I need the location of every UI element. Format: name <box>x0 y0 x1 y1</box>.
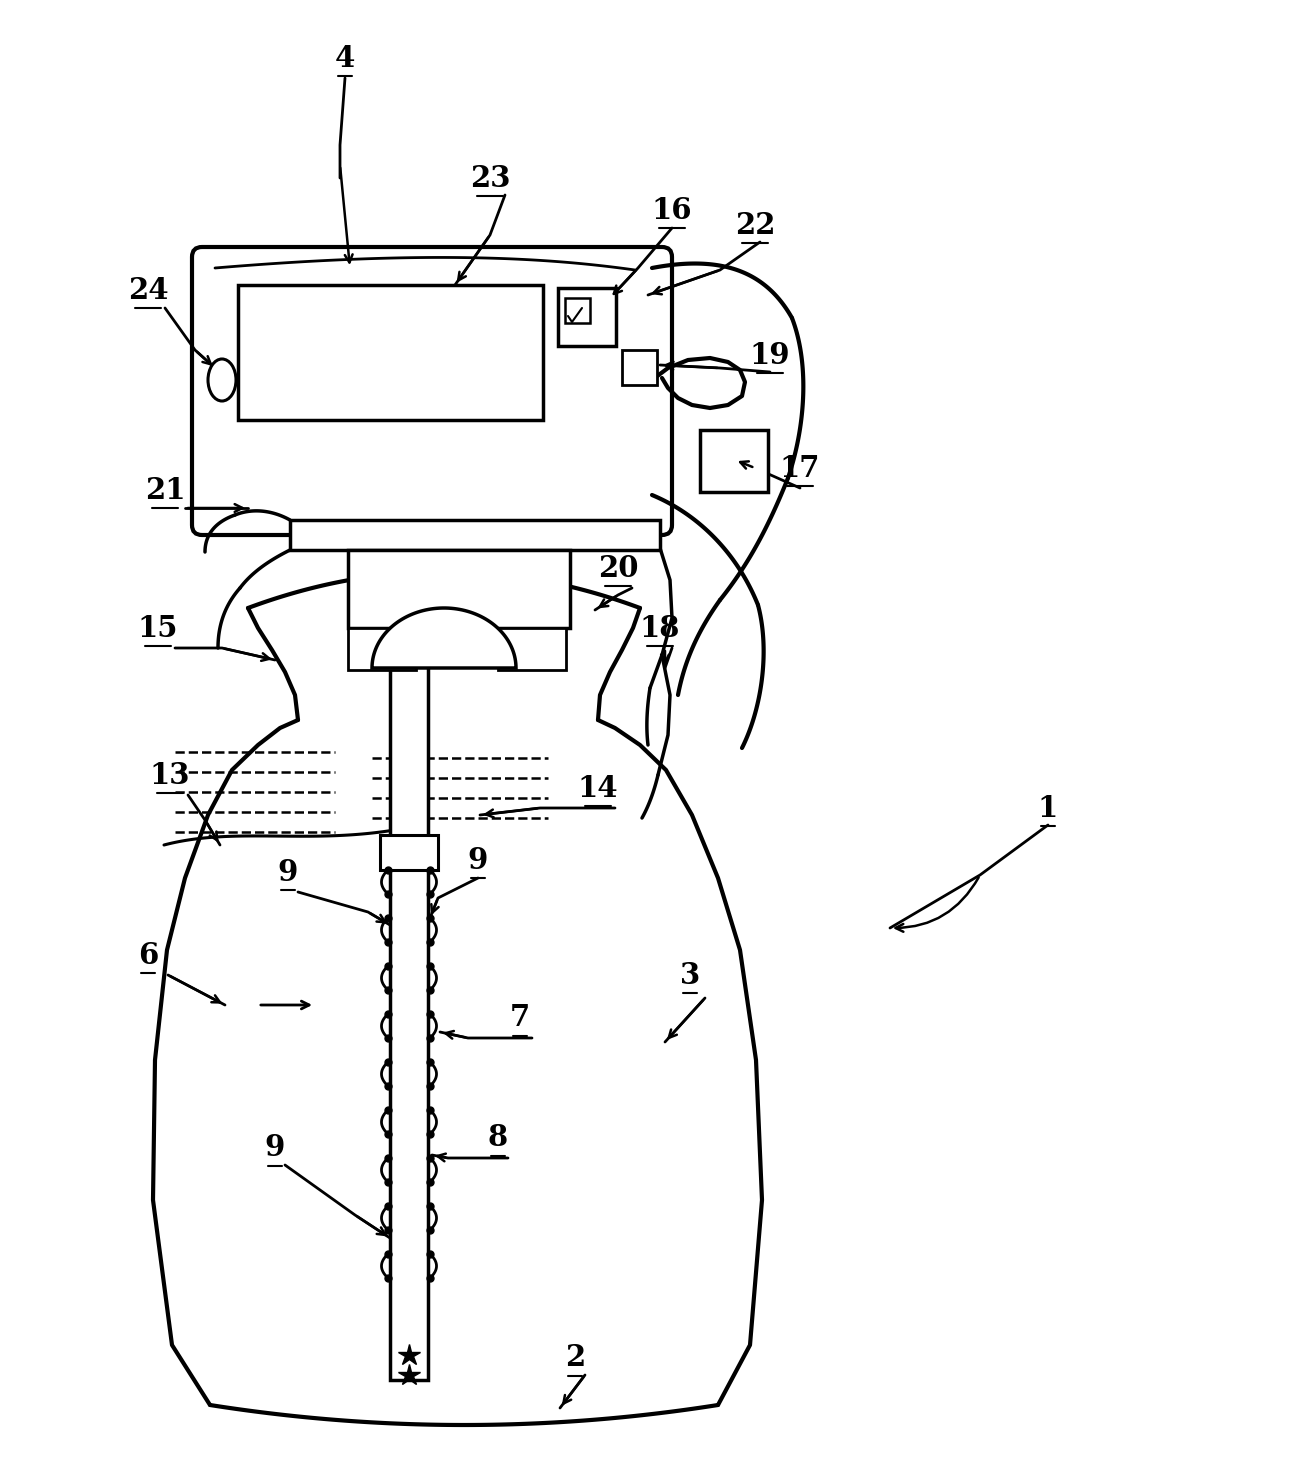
Text: 16: 16 <box>651 196 693 225</box>
Text: 14: 14 <box>577 774 619 803</box>
Text: 13: 13 <box>150 761 190 790</box>
Text: 6: 6 <box>138 940 159 969</box>
Text: 19: 19 <box>750 340 790 369</box>
Ellipse shape <box>208 359 237 402</box>
Text: 9: 9 <box>468 846 489 874</box>
Bar <box>348 628 416 669</box>
Text: 17: 17 <box>780 453 820 482</box>
Text: 8: 8 <box>488 1124 508 1152</box>
Bar <box>378 640 439 658</box>
Bar <box>621 350 656 385</box>
Polygon shape <box>372 608 516 668</box>
Bar <box>348 550 569 628</box>
Text: 7: 7 <box>510 1003 530 1033</box>
Bar <box>290 521 660 550</box>
Text: 21: 21 <box>144 475 185 505</box>
Text: 20: 20 <box>598 553 638 583</box>
Bar <box>384 622 436 641</box>
Bar <box>402 568 416 653</box>
Text: 24: 24 <box>127 275 168 304</box>
Text: 9: 9 <box>278 858 298 887</box>
Text: 22: 22 <box>734 210 775 240</box>
Bar <box>558 288 616 346</box>
Bar <box>699 430 768 491</box>
Bar <box>380 836 438 869</box>
Text: 18: 18 <box>640 613 680 643</box>
Bar <box>566 299 590 324</box>
FancyBboxPatch shape <box>192 247 672 535</box>
Bar <box>390 650 428 1380</box>
Text: 1: 1 <box>1037 793 1058 822</box>
Bar <box>498 628 566 669</box>
Text: 3: 3 <box>680 961 701 990</box>
Text: 9: 9 <box>265 1134 285 1162</box>
Bar <box>238 285 543 421</box>
Text: 4: 4 <box>335 44 355 72</box>
Text: 15: 15 <box>138 613 178 643</box>
Text: 2: 2 <box>566 1343 585 1372</box>
Text: 23: 23 <box>469 163 510 193</box>
